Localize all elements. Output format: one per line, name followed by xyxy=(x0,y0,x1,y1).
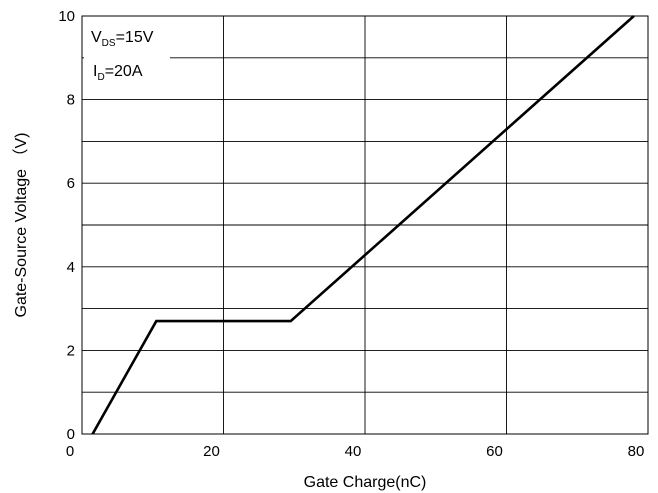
series-line xyxy=(91,15,635,435)
legend-vds-rest: =15V xyxy=(116,29,154,46)
y-tick-label: 6 xyxy=(67,175,75,192)
x-tick-label: 0 xyxy=(66,443,74,460)
y-tick-label: 0 xyxy=(67,426,75,443)
legend-id-main: I xyxy=(93,63,97,80)
x-tick-label: 60 xyxy=(486,443,503,460)
x-axis-label: Gate Charge(nC) xyxy=(304,474,427,491)
y-tick-label: 2 xyxy=(67,342,75,359)
x-tick-label: 20 xyxy=(203,443,220,460)
x-tick-label: 40 xyxy=(345,443,362,460)
grid-lines xyxy=(82,16,648,434)
x-tick-label: 80 xyxy=(628,443,645,460)
legend-id: ID=20A xyxy=(93,63,143,83)
y-axis-label: Gate-Source Voltage （V) xyxy=(12,133,30,318)
legend-id-rest: =20A xyxy=(105,63,143,80)
x-axis-ticks: 0 20 40 60 80 xyxy=(66,443,645,460)
legend-vds-sub: DS xyxy=(102,38,116,49)
legend-vds-main: V xyxy=(91,29,102,46)
legend-box xyxy=(84,18,170,86)
plot-frame xyxy=(81,15,649,435)
y-tick-label: 10 xyxy=(58,8,75,25)
y-tick-label: 4 xyxy=(67,259,75,276)
y-axis-ticks: 0 2 4 6 8 10 xyxy=(58,8,75,443)
legend-vds: VDS=15V xyxy=(91,29,154,49)
legend-id-sub: D xyxy=(97,72,104,83)
y-tick-label: 8 xyxy=(67,92,75,109)
